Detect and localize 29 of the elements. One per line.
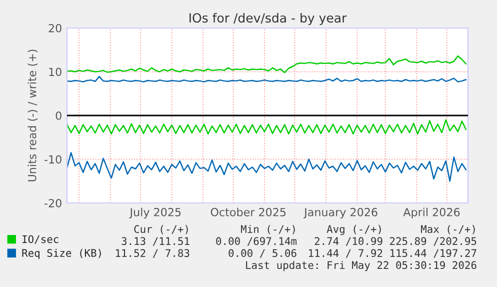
x-tick-label: October 2025 [210,208,286,216]
text: 0.00 / 5.06 [228,249,296,258]
text: 225.89 /202.95 [390,237,476,246]
text: Avg (-/+) [326,224,381,236]
text: Last update: Fri May 22 05:30:19 2026 [246,260,476,272]
y-tick-label: 10 [49,68,62,76]
text: 115.44 /197.27 [390,249,476,258]
legend-label: Req Size (KB) [22,248,101,259]
y-tick-label: -20 [44,198,62,208]
text: 2.74 /10.99 [314,237,382,246]
text: 11.44 / 7.92 [309,249,382,258]
legend-label: IO/sec [22,235,58,244]
text: Cur (-/+) [134,225,188,234]
x-tick-label: April 2026 [403,208,460,218]
text: 11.52 / 7.83 [116,249,190,258]
x-tick-label: July 2025 [129,208,181,218]
text: 3.13 /11.51 [122,237,190,246]
line-series [67,152,467,182]
line-series [67,55,467,74]
text: Min (-/+) [240,224,295,234]
y-axis-title: Units read (-) / write (+) [28,50,38,182]
y-tick-label: -10 [44,155,62,164]
text: 0.00 /697.14m [216,237,297,246]
y-tick-label: 20 [48,24,62,32]
x-tick-label: January 2026 [304,208,378,218]
line-series [67,119,467,134]
y-tick-label: 0 [56,111,62,120]
chart-title: IOs for /dev/sda - by year [190,12,347,26]
text: Max (-/+) [420,225,475,234]
